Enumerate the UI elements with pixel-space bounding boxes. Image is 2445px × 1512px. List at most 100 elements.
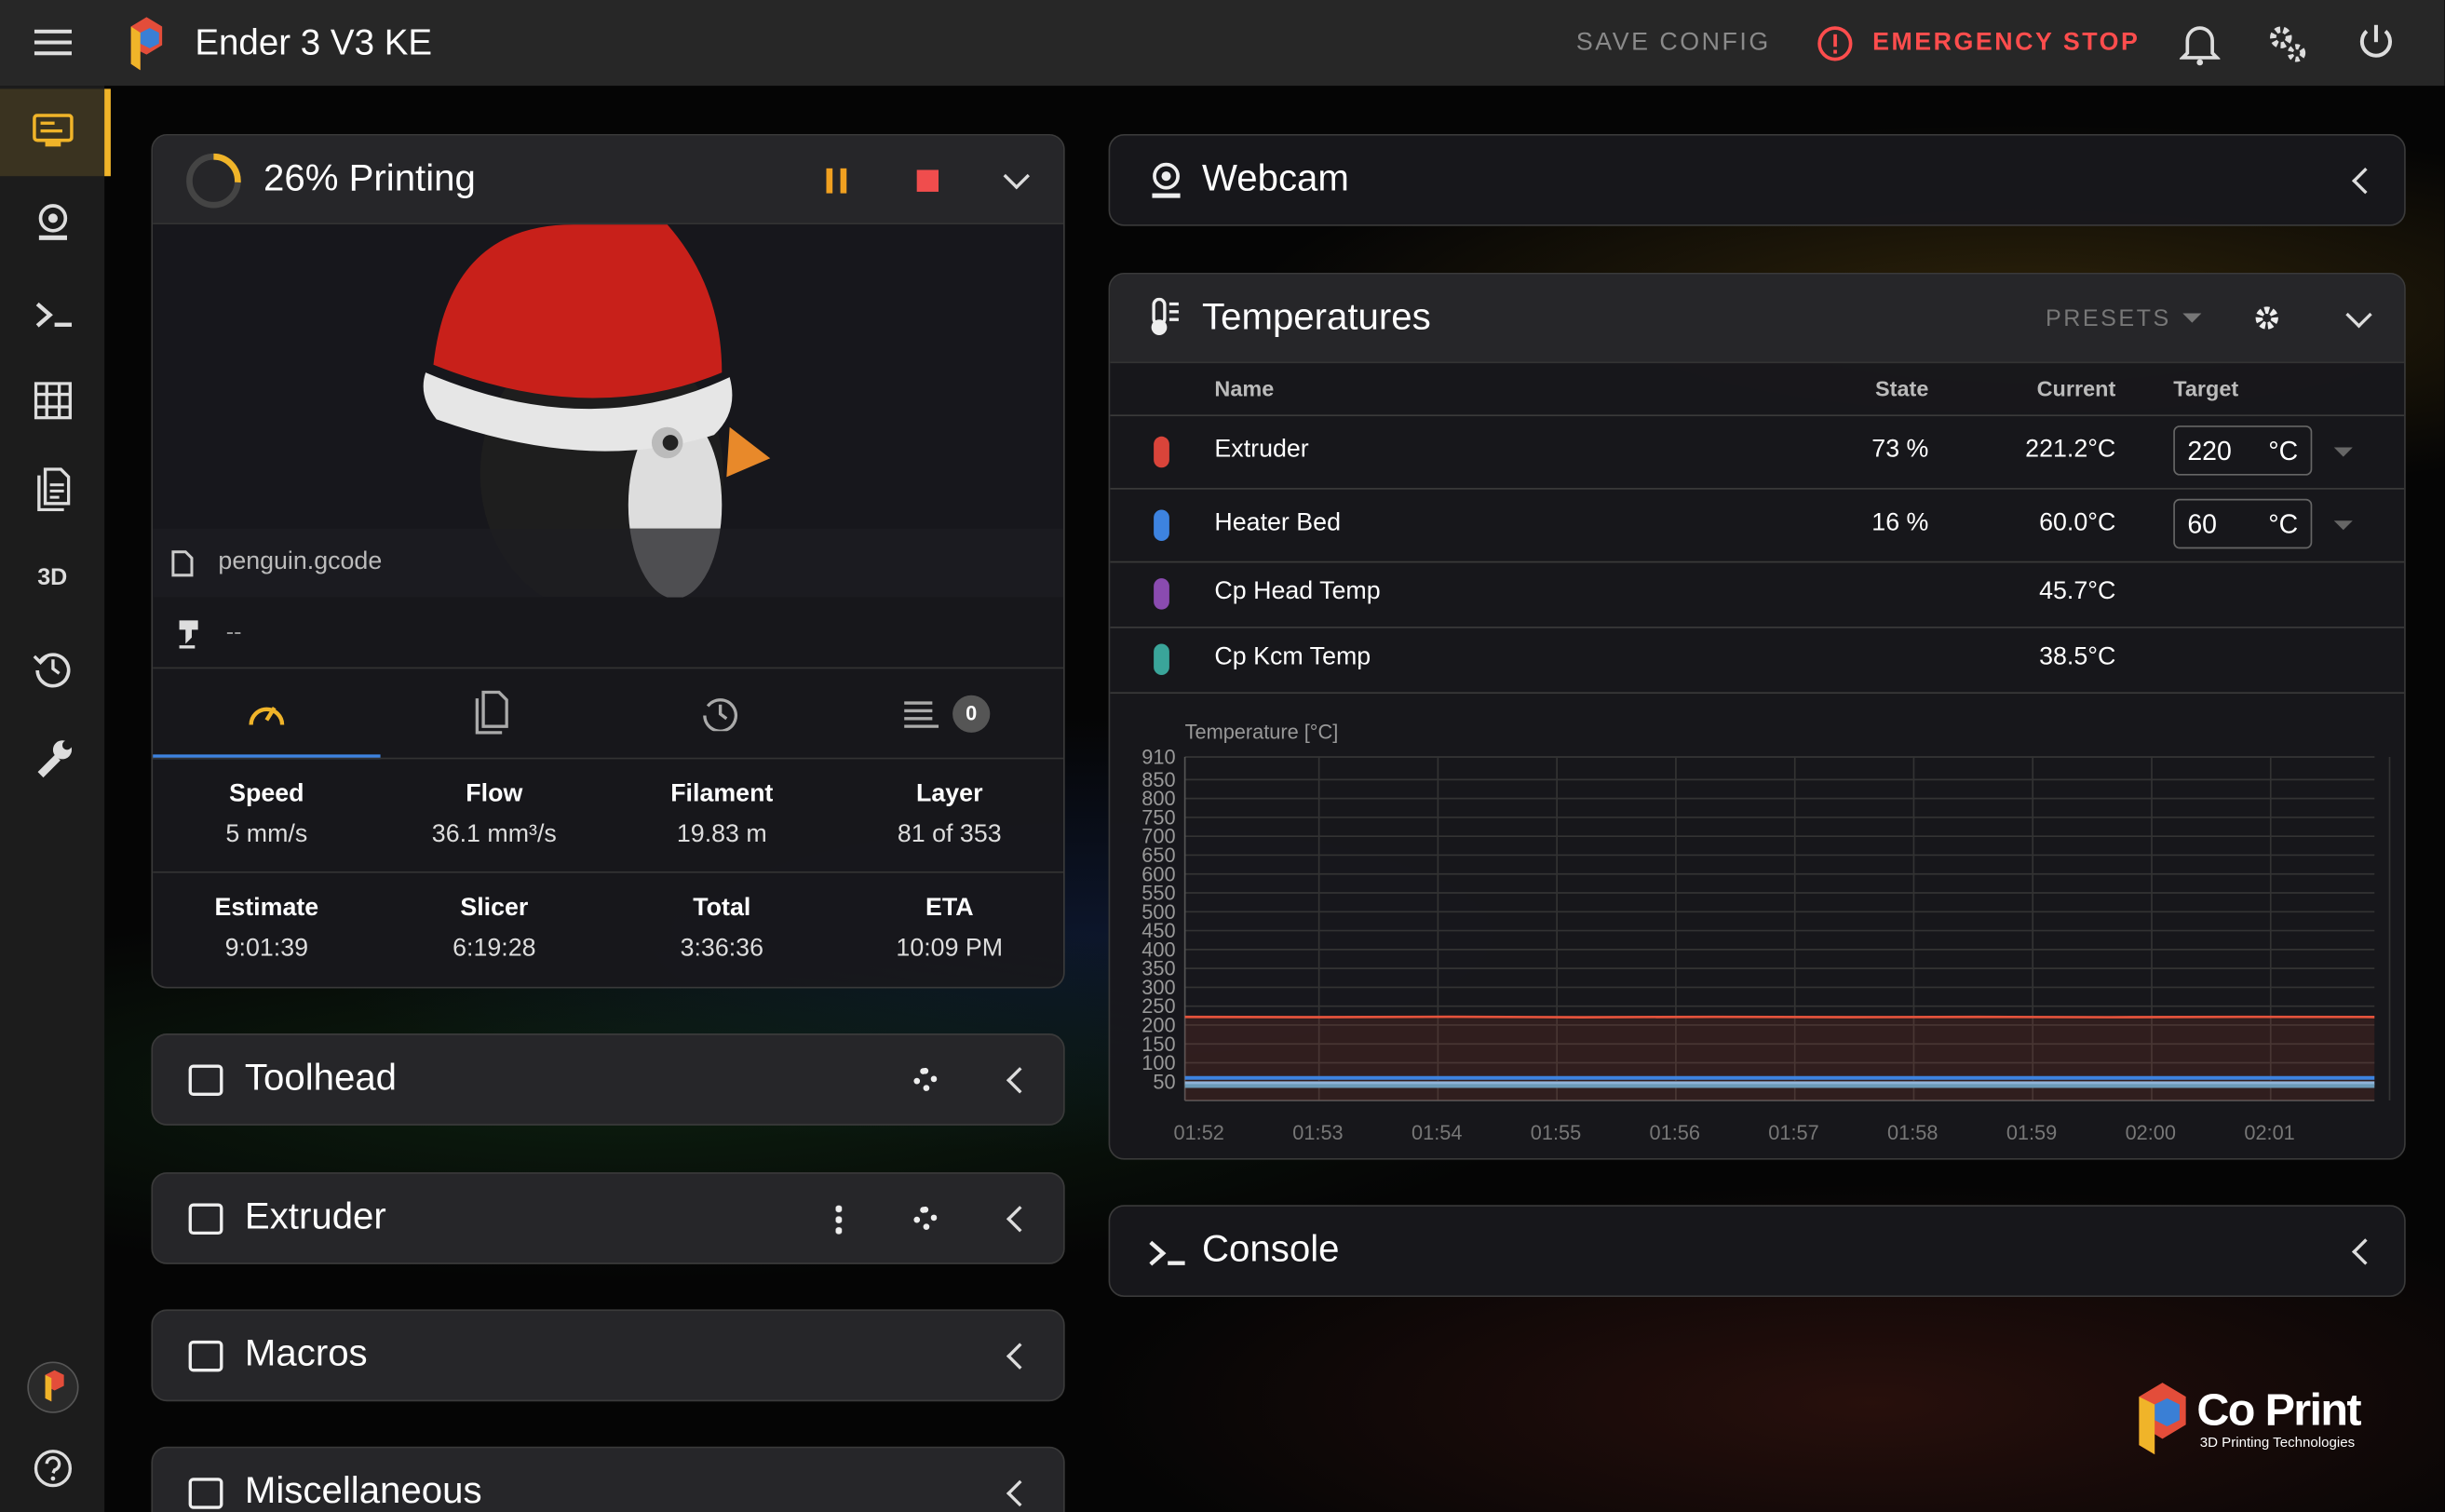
filament-icon [179,620,198,649]
expand[interactable] [1006,1479,1033,1507]
collapsed-panel: Miscellaneous [151,1446,1065,1512]
target-unit: °C [2268,436,2299,466]
sensor-current: 45.7°C [2039,578,2116,605]
y-tick-label: 400 [1141,938,1175,961]
sensor-state: 73 % [1871,435,1929,463]
notifications[interactable] [2179,21,2221,66]
sensor-name: Cp Head Temp [1214,578,1381,605]
status-panel: 26% Printing penguin.gcode -- 0 Speed 5 m… [151,133,1065,989]
stat-value: 19.83 m [676,821,767,848]
collapse[interactable] [2345,302,2372,329]
filename: penguin.gcode [218,548,383,575]
sensor-current: 60.0°C [2039,508,2116,536]
pause[interactable] [825,167,850,195]
webcam-icon [1152,162,1181,198]
x-tick-label: 01:56 [1650,1121,1700,1144]
progress-ring [186,153,241,209]
coprint-link[interactable] [25,1359,81,1415]
tab-queue[interactable] [903,700,940,728]
console-panel: Console [1108,1205,2406,1298]
y-tick-label: 250 [1141,994,1175,1018]
y-tick-label: 700 [1141,825,1175,848]
y-tick-label: 750 [1141,805,1175,829]
tab-history[interactable] [700,694,741,732]
brand-name: Co Print [2196,1385,2361,1437]
series-line [1184,1015,2375,1019]
save-config[interactable]: SAVE CONFIG [1575,29,1771,57]
sensor-current: 221.2°C [2025,435,2116,463]
stat-label: Flow [466,780,523,808]
stats-row [153,871,1064,987]
tab-files[interactable] [474,690,508,735]
sensor-icon [1154,578,1169,610]
nav-machine[interactable] [34,737,75,778]
column-header: Target [2173,375,2239,401]
stat-value: 9:01:39 [224,935,309,963]
menu-button[interactable] [34,28,73,56]
target-input[interactable]: 220 °C [2173,425,2313,476]
temp-settings[interactable] [2253,304,2281,331]
panel-icon [188,1064,223,1097]
expand[interactable] [2352,1238,2379,1265]
stat-value: 3:36:36 [680,935,763,963]
x-tick-label: 01:58 [1887,1121,1938,1144]
nav-console[interactable] [34,299,75,330]
y-tick-label: 50 [1153,1070,1175,1093]
expand[interactable] [2352,168,2379,195]
expand[interactable] [1006,1067,1033,1094]
nav-3d[interactable]: 3D [37,564,68,591]
power[interactable] [2356,21,2397,62]
sensor-state: 16 % [1871,508,1929,536]
target-dropdown[interactable] [2333,447,2353,457]
sensor-name: Cp Kcm Temp [1214,643,1371,670]
console-icon [1149,1240,1185,1266]
stat-label: Layer [916,780,983,808]
x-tick-label: 01:53 [1292,1121,1343,1144]
expand[interactable] [1006,1206,1033,1233]
panel-title: Console [1202,1228,1340,1271]
target-value: 220 [2187,436,2232,466]
column-header: State [1875,375,1929,401]
stat-value: 36.1 mm³/s [431,821,557,848]
panel-menu[interactable] [835,1203,843,1235]
y-tick-label: 200 [1141,1013,1175,1036]
panel-icon [188,1478,223,1509]
presets[interactable]: PRESETS [2045,305,2171,332]
progress-arc [186,153,241,209]
stat-label: Total [693,895,751,922]
panel-icon [188,1203,223,1235]
table-row [1110,627,2405,694]
app-bar: Ender 3 V3 KE SAVE CONFIG EMERGENCY STOP [0,0,2445,87]
sensor-current: 38.5°C [2039,643,2116,670]
stat-value: 81 of 353 [897,821,1002,848]
help[interactable] [33,1448,74,1489]
target-unit: °C [2268,509,2299,540]
panel-settings[interactable] [913,1067,938,1092]
target-input[interactable]: 60 °C [2173,498,2313,549]
cancel[interactable] [916,169,939,192]
panel-settings[interactable] [913,1206,938,1231]
nav-history[interactable] [33,649,74,690]
nav-heightmap[interactable] [34,382,73,420]
table-row [1110,692,2405,695]
tab-status[interactable] [247,695,288,730]
table-row [1110,414,2405,489]
x-tick-label: 01:55 [1531,1121,1581,1144]
y-tick-label: 150 [1141,1033,1175,1056]
emergency-stop[interactable]: EMERGENCY STOP [1872,29,2141,57]
stop-icon [1817,26,1853,61]
nav-files[interactable] [36,467,71,512]
collapse[interactable] [1003,162,1030,190]
settings[interactable] [2265,21,2309,65]
nav-webcam[interactable] [34,203,72,244]
printer-name: Ender 3 V3 KE [195,21,433,62]
collapsed-panel: Extruder [151,1172,1065,1264]
nav-dashboard[interactable] [0,88,111,177]
panel-title: Toolhead [244,1057,398,1100]
expand[interactable] [1006,1343,1033,1370]
target-dropdown[interactable] [2333,520,2353,531]
panel-title: Extruder [244,1195,386,1238]
sensor-icon [1154,508,1169,541]
x-tick-label: 01:57 [1768,1121,1818,1144]
